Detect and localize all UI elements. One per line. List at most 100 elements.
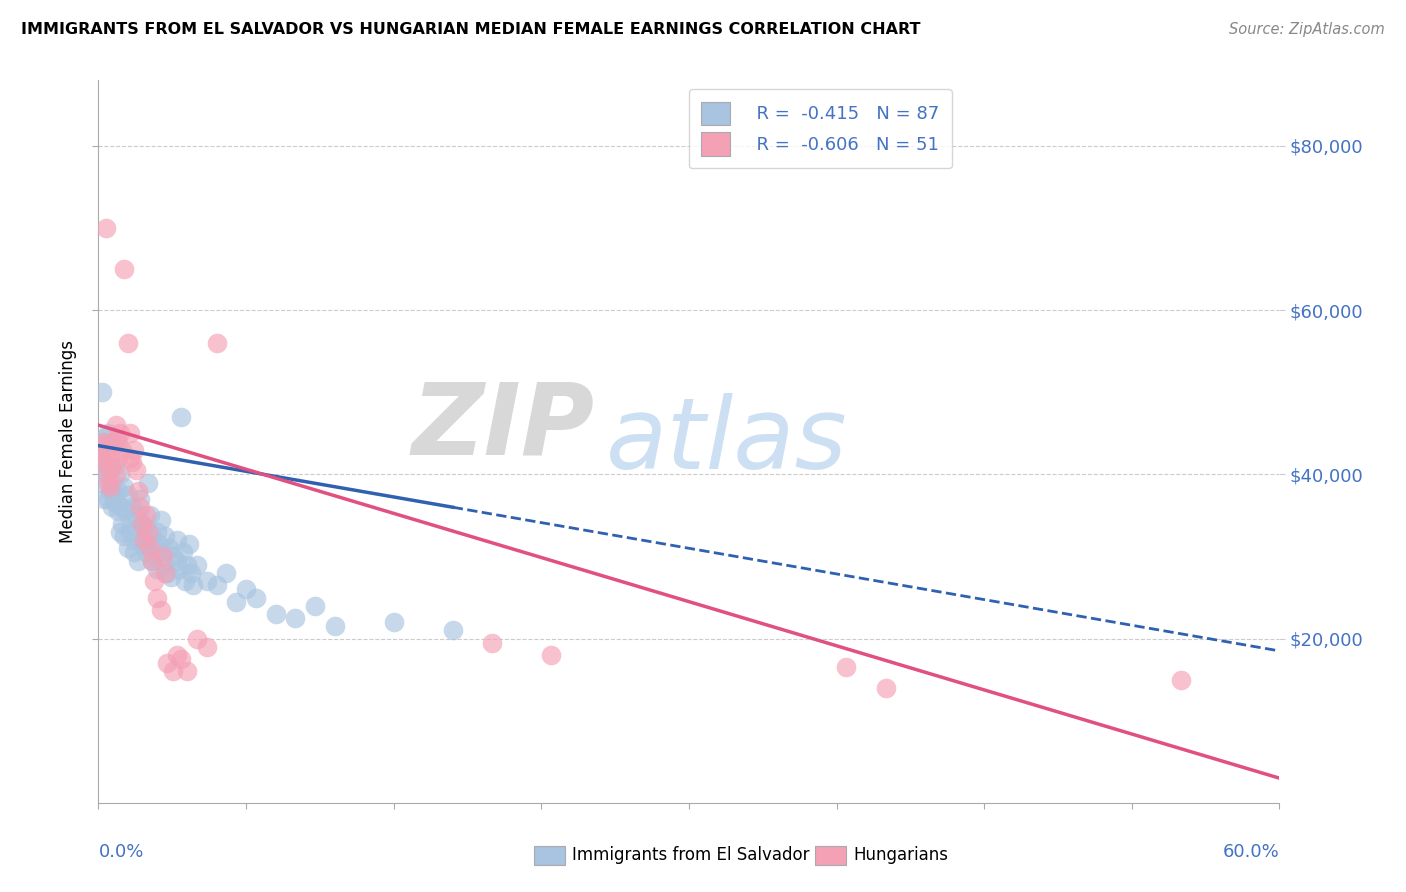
Point xyxy=(98,463,121,477)
Point xyxy=(835,660,858,674)
Point xyxy=(91,475,114,490)
Point xyxy=(122,442,145,457)
Point xyxy=(91,450,114,465)
Point xyxy=(186,632,208,646)
Point xyxy=(103,439,125,453)
Point xyxy=(112,529,135,543)
Point xyxy=(115,504,138,518)
Point xyxy=(131,516,153,531)
Point xyxy=(93,434,115,449)
Text: ZIP: ZIP xyxy=(412,378,595,475)
Point xyxy=(155,566,177,580)
Point xyxy=(127,521,149,535)
Point xyxy=(166,648,188,662)
Point xyxy=(875,681,897,695)
Text: atlas: atlas xyxy=(606,393,848,490)
Point xyxy=(128,491,150,506)
Point xyxy=(128,500,150,515)
Point xyxy=(101,500,124,515)
Point xyxy=(97,467,120,482)
Point xyxy=(152,558,174,572)
Point xyxy=(107,434,129,449)
Point xyxy=(146,524,169,539)
Point xyxy=(98,483,121,498)
Point xyxy=(172,545,194,559)
Point xyxy=(142,574,165,588)
Point xyxy=(97,426,120,441)
Point xyxy=(111,516,134,531)
Point xyxy=(108,467,131,482)
Point xyxy=(264,607,287,621)
Point xyxy=(304,599,326,613)
Point xyxy=(103,488,125,502)
Text: 0.0%: 0.0% xyxy=(98,843,143,861)
Point xyxy=(138,541,160,556)
Point xyxy=(174,574,197,588)
Point xyxy=(205,336,228,351)
Point xyxy=(157,541,180,556)
Legend:   R =  -0.415   N = 87,   R =  -0.606   N = 51: R = -0.415 N = 87, R = -0.606 N = 51 xyxy=(689,89,952,169)
Point xyxy=(136,475,159,490)
Point xyxy=(101,434,124,449)
Point xyxy=(170,409,193,424)
Point xyxy=(148,537,170,551)
Point xyxy=(146,591,169,605)
Point xyxy=(146,562,169,576)
Point xyxy=(107,483,129,498)
Point xyxy=(166,553,188,567)
Point xyxy=(186,558,208,572)
Point xyxy=(97,459,120,474)
Point xyxy=(136,537,159,551)
Point xyxy=(141,553,163,567)
Point xyxy=(112,480,135,494)
Point xyxy=(181,578,204,592)
Point xyxy=(105,434,128,449)
Point xyxy=(195,574,218,588)
Point xyxy=(108,524,131,539)
Point xyxy=(127,553,149,567)
Point xyxy=(176,558,198,572)
Point xyxy=(540,648,562,662)
Point xyxy=(127,483,149,498)
Point xyxy=(91,455,114,469)
Point xyxy=(121,455,143,469)
Point xyxy=(103,459,125,474)
Point xyxy=(441,624,464,638)
Point xyxy=(176,665,198,679)
Point xyxy=(156,657,179,671)
Point xyxy=(122,533,145,547)
Point xyxy=(481,636,503,650)
Point xyxy=(177,537,200,551)
Point xyxy=(108,426,131,441)
Point xyxy=(135,508,157,523)
Point xyxy=(101,475,124,490)
Text: Source: ZipAtlas.com: Source: ZipAtlas.com xyxy=(1229,22,1385,37)
Point xyxy=(117,541,139,556)
Point xyxy=(245,591,267,605)
Point xyxy=(101,459,124,474)
Point xyxy=(141,553,163,567)
Point xyxy=(162,665,184,679)
Point xyxy=(150,603,173,617)
Point xyxy=(117,336,139,351)
Point xyxy=(160,570,183,584)
Point xyxy=(96,467,118,482)
Point xyxy=(136,524,159,539)
Point xyxy=(131,516,153,531)
Point xyxy=(98,450,121,465)
Point xyxy=(132,533,155,547)
Point xyxy=(180,566,202,580)
Point xyxy=(138,508,160,523)
Point xyxy=(141,529,163,543)
Point xyxy=(205,578,228,592)
Point xyxy=(122,545,145,559)
Point xyxy=(121,500,143,515)
Point xyxy=(125,463,148,477)
Point xyxy=(93,434,115,449)
Y-axis label: Median Female Earnings: Median Female Earnings xyxy=(59,340,77,543)
Point xyxy=(118,450,141,465)
Point xyxy=(105,418,128,433)
Point xyxy=(1170,673,1192,687)
Point xyxy=(93,491,115,506)
Point xyxy=(284,611,307,625)
